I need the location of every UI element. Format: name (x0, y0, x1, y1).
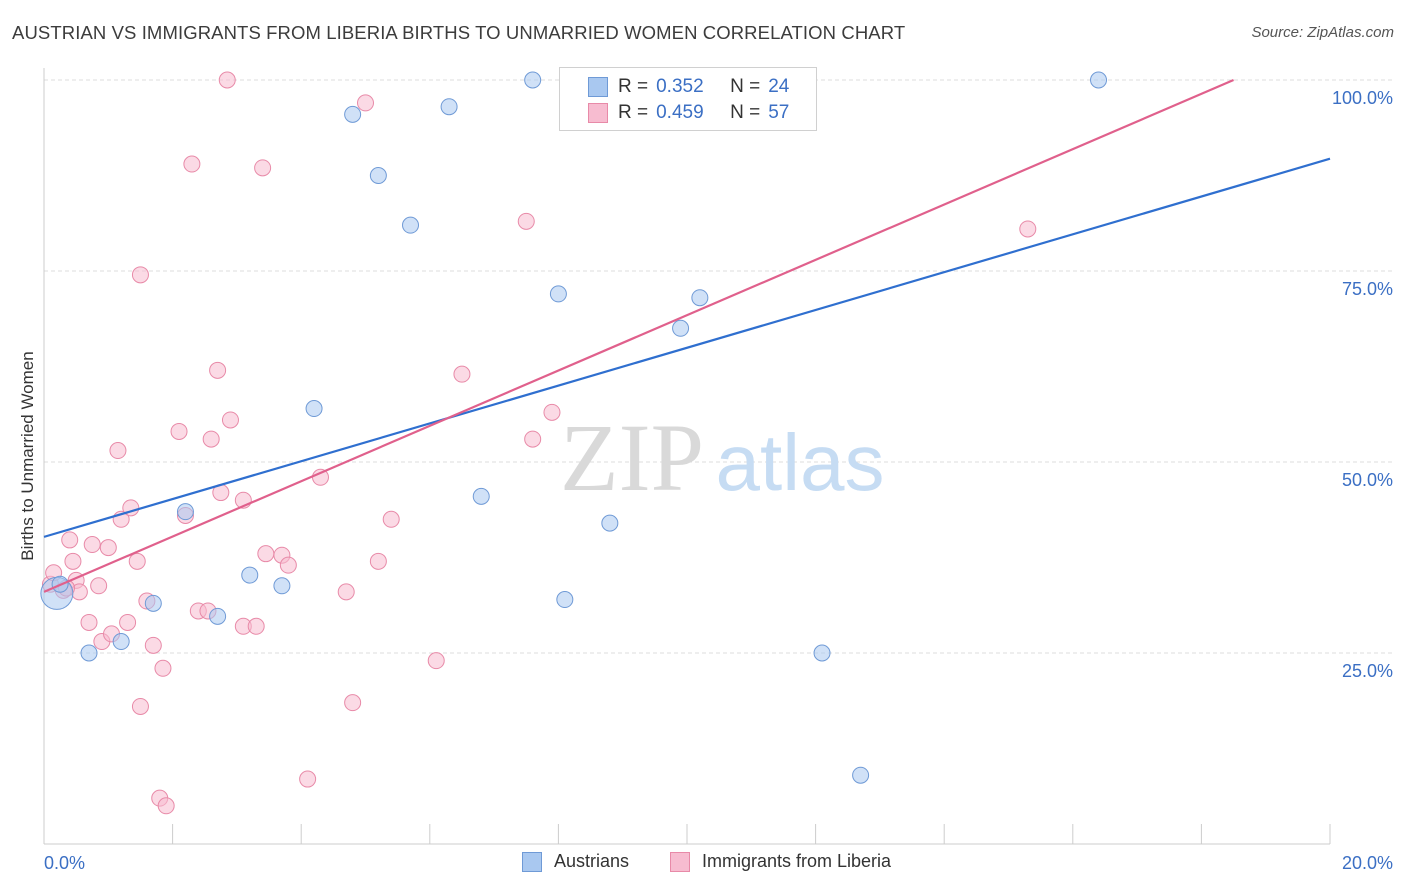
austrian-point (369, 167, 387, 184)
austrian-point (852, 766, 870, 784)
austrians-swatch (588, 77, 608, 97)
legend-item-austrians: Austrians (522, 851, 629, 872)
austrian-point (241, 566, 259, 584)
gridlines (44, 79, 1392, 654)
liberia-point (90, 577, 108, 595)
austrian-point (1090, 71, 1108, 89)
r-value: 0.352 (656, 76, 704, 97)
austrian-point (80, 644, 98, 662)
x-tick-label: 0.0% (44, 853, 85, 873)
n-label: N = (730, 102, 761, 123)
liberia-point (524, 430, 542, 448)
liberia-point (218, 71, 236, 89)
liberia-point (109, 442, 127, 460)
y-tick-label: 25.0% (1342, 661, 1393, 681)
x-tick-label: 20.0% (1342, 853, 1393, 873)
austrian-point (344, 105, 362, 123)
source-credit: Source: ZipAtlas.com (1251, 24, 1394, 41)
austrians-trend-line (43, 157, 1331, 538)
liberia-point (344, 694, 362, 712)
legend-row-austrians: R = 0.352 N = 24 (588, 75, 789, 99)
liberia-point (382, 510, 400, 528)
liberia-point (279, 556, 297, 574)
data-points (40, 71, 1108, 815)
liberia-point (543, 403, 561, 421)
austrian-point (305, 400, 323, 418)
n-value: 24 (768, 76, 790, 97)
austrian-point (601, 514, 619, 532)
liberia-point (119, 613, 137, 631)
austrians-swatch (522, 851, 542, 872)
liberia-point (157, 797, 175, 815)
legend-label-liberia: Immigrants from Liberia (702, 851, 892, 871)
austrian-point (273, 577, 291, 595)
austrian-point (556, 591, 574, 609)
n-label: N = (730, 76, 761, 97)
liberia-point (299, 770, 317, 788)
austrian-point (440, 98, 458, 116)
liberia-point (183, 155, 201, 173)
liberia-point (170, 422, 188, 440)
liberia-point (369, 552, 387, 570)
legend-row-liberia: R = 0.459 N = 57 (588, 101, 789, 125)
liberia-point (254, 159, 272, 177)
liberia-point (80, 613, 98, 631)
liberia-point (131, 697, 149, 715)
liberia-point (202, 430, 220, 448)
y-tick-label: 50.0% (1342, 470, 1393, 490)
austrian-point (176, 503, 194, 521)
liberia-point (247, 617, 265, 635)
liberia-point (154, 659, 172, 677)
liberia-point (257, 545, 275, 563)
austrian-point (549, 285, 567, 303)
legend-item-liberia: Immigrants from Liberia (670, 851, 891, 872)
liberia-trend-line (43, 78, 1234, 593)
liberia-point (337, 583, 355, 601)
watermark-zip: ZIP (560, 404, 704, 511)
liberia-point (209, 361, 227, 379)
watermark: ZIP atlas (560, 404, 884, 511)
liberia-point (1019, 220, 1037, 238)
liberia-point (99, 539, 117, 557)
liberia-point (517, 212, 535, 230)
liberia-point (144, 636, 162, 654)
austrian-point (813, 644, 831, 662)
correlation-legend: R = 0.352 N = 24 R = 0.459 N = 57 (559, 67, 817, 131)
series-legend: Austrians Immigrants from Liberia (0, 851, 1406, 877)
watermark-atlas: atlas (716, 418, 885, 507)
liberia-point (64, 552, 82, 570)
chart-title: AUSTRIAN VS IMMIGRANTS FROM LIBERIA BIRT… (12, 22, 906, 43)
liberia-point (453, 365, 471, 383)
tick-labels: 25.0% 50.0% 75.0% 100.0% 0.0% 20.0% (44, 88, 1393, 873)
liberia-swatch (670, 851, 690, 872)
n-value: 57 (768, 102, 790, 123)
austrian-point (209, 607, 227, 625)
austrian-point (672, 319, 690, 337)
liberia-point (61, 531, 79, 549)
austrian-point (402, 216, 420, 234)
y-tick-label: 100.0% (1332, 88, 1393, 108)
r-value: 0.459 (656, 102, 704, 123)
austrian-point (524, 71, 542, 89)
r-label: R = (618, 102, 649, 123)
austrian-point (472, 487, 490, 505)
liberia-point (427, 652, 445, 670)
austrian-point (112, 633, 130, 651)
legend-label-austrians: Austrians (554, 851, 630, 871)
trend-lines (43, 78, 1331, 593)
liberia-point (83, 536, 101, 554)
liberia-point (128, 552, 146, 570)
y-tick-label: 75.0% (1342, 279, 1393, 299)
austrian-point (691, 289, 709, 307)
liberia-point (221, 411, 239, 429)
liberia-point (357, 94, 374, 112)
liberia-swatch (588, 103, 608, 123)
austrian-point (144, 594, 162, 612)
liberia-point (131, 266, 149, 284)
r-label: R = (618, 76, 649, 97)
axes (43, 68, 1331, 845)
